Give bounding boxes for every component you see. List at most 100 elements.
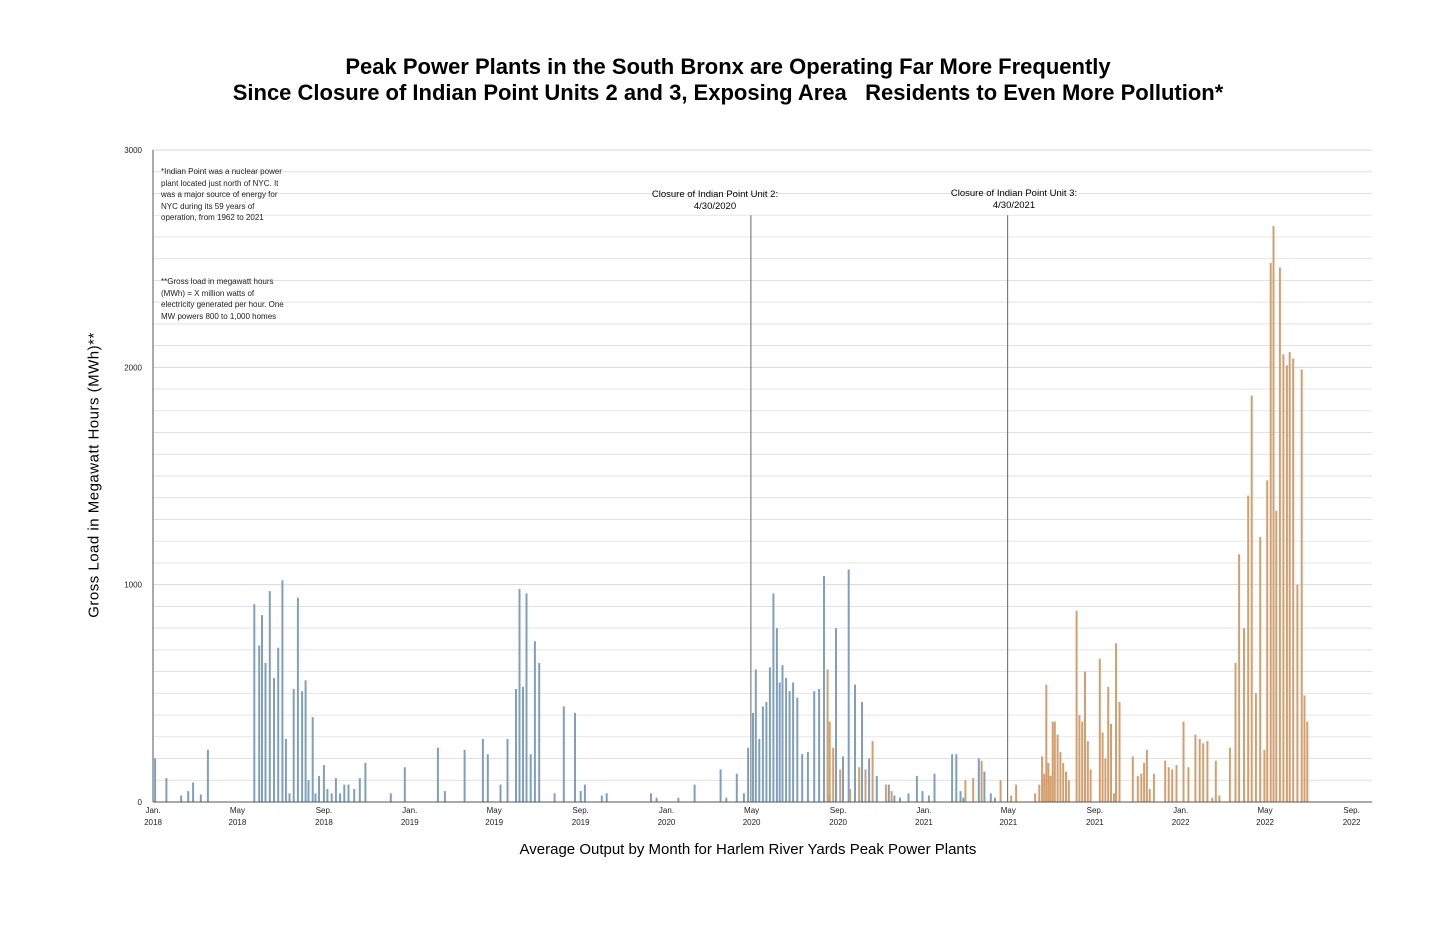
bar — [1067, 780, 1070, 802]
bar — [828, 721, 831, 802]
bar — [199, 794, 202, 802]
bar — [600, 795, 603, 802]
bar — [515, 689, 517, 802]
bar — [861, 702, 863, 802]
bar — [1282, 354, 1285, 802]
x-tick-label: Sep. — [1087, 806, 1103, 815]
bar — [318, 775, 320, 802]
bar — [1198, 739, 1201, 802]
bar — [296, 597, 299, 802]
bar — [343, 784, 346, 802]
x-tick-label: Jan. — [402, 806, 417, 815]
x-tick-label: 2019 — [401, 818, 419, 827]
bar — [964, 780, 967, 802]
y-tick-label: 1000 — [124, 581, 142, 590]
x-tick-label: Jan. — [145, 806, 160, 815]
bar — [533, 641, 536, 802]
annotation-unit-3-date: 4/30/2021 — [992, 200, 1036, 211]
bar — [538, 662, 541, 802]
bar — [1041, 756, 1044, 802]
bar — [522, 686, 524, 802]
bar — [1136, 775, 1139, 802]
bar — [1148, 789, 1151, 802]
bar — [999, 780, 1002, 802]
bar — [1269, 263, 1272, 802]
x-tick-label: Sep. — [572, 806, 588, 815]
x-tick-label: 2021 — [1086, 818, 1104, 827]
bar — [806, 752, 809, 802]
bar — [273, 678, 275, 802]
bar — [823, 576, 825, 802]
x-tick-label: 2019 — [485, 818, 503, 827]
bar — [983, 771, 986, 802]
bar — [842, 756, 844, 802]
bar — [849, 789, 852, 802]
x-tick-label: 2020 — [743, 818, 761, 827]
bar — [1300, 369, 1303, 802]
x-tick-label: 2018 — [229, 818, 247, 827]
bar — [875, 775, 878, 802]
y-axis-label: Gross Load in Megawatt Hours (MWh)** — [85, 332, 103, 618]
bar — [1194, 734, 1197, 802]
bar — [788, 691, 791, 802]
bar — [1098, 658, 1101, 802]
bar — [1288, 352, 1291, 802]
bar — [989, 793, 992, 802]
bar — [583, 784, 586, 802]
bar — [481, 739, 484, 802]
bar — [281, 580, 284, 802]
annotation-unit-2-title: Closure of Indian Point Unit 2: — [651, 189, 779, 200]
bar — [752, 712, 754, 802]
x-tick-label: 2021 — [999, 818, 1017, 827]
bar — [1234, 662, 1237, 802]
bar — [864, 769, 867, 802]
bar — [1047, 762, 1050, 802]
bar — [677, 797, 680, 802]
bar — [1266, 480, 1269, 802]
bar — [955, 754, 958, 802]
x-tick-label: May — [1001, 806, 1016, 815]
bar — [725, 797, 728, 802]
bar — [1303, 695, 1306, 802]
bar — [304, 680, 307, 802]
footnote-gross-load: **Gross load in megawatt hours (MWh) = X… — [161, 277, 284, 321]
bar — [1278, 267, 1281, 802]
bar — [1175, 765, 1178, 802]
x-tick-label: 2020 — [658, 818, 676, 827]
bar — [921, 791, 924, 802]
bar — [1059, 752, 1062, 802]
bar — [1275, 510, 1278, 802]
bar — [1051, 721, 1054, 802]
x-tick-label: May — [487, 806, 502, 815]
bar — [818, 689, 821, 802]
x-tick-label: 2021 — [915, 818, 933, 827]
bar — [927, 795, 930, 802]
bar — [835, 628, 837, 802]
y-tick-label: 2000 — [124, 363, 142, 372]
bar — [858, 767, 861, 802]
bar — [261, 615, 263, 802]
bar — [962, 797, 965, 802]
bar — [959, 791, 962, 802]
bar — [994, 797, 996, 802]
bar — [1131, 756, 1134, 802]
bar — [1247, 495, 1250, 802]
bar — [1206, 741, 1209, 802]
bar — [747, 747, 750, 802]
x-tick-label: 2019 — [572, 818, 590, 827]
bar — [650, 793, 652, 802]
bar — [403, 767, 406, 802]
bar — [655, 797, 658, 802]
bar — [1043, 773, 1046, 802]
bar — [785, 678, 788, 802]
bar — [1164, 760, 1167, 802]
bar — [1034, 793, 1037, 802]
bar — [719, 769, 722, 802]
bar — [1238, 554, 1241, 802]
annotation-unit-2-date: 4/30/2020 — [693, 201, 737, 212]
bar — [1045, 684, 1048, 802]
bar — [358, 778, 361, 802]
bar — [1115, 643, 1117, 802]
x-tick-label: Jan. — [1173, 806, 1188, 815]
